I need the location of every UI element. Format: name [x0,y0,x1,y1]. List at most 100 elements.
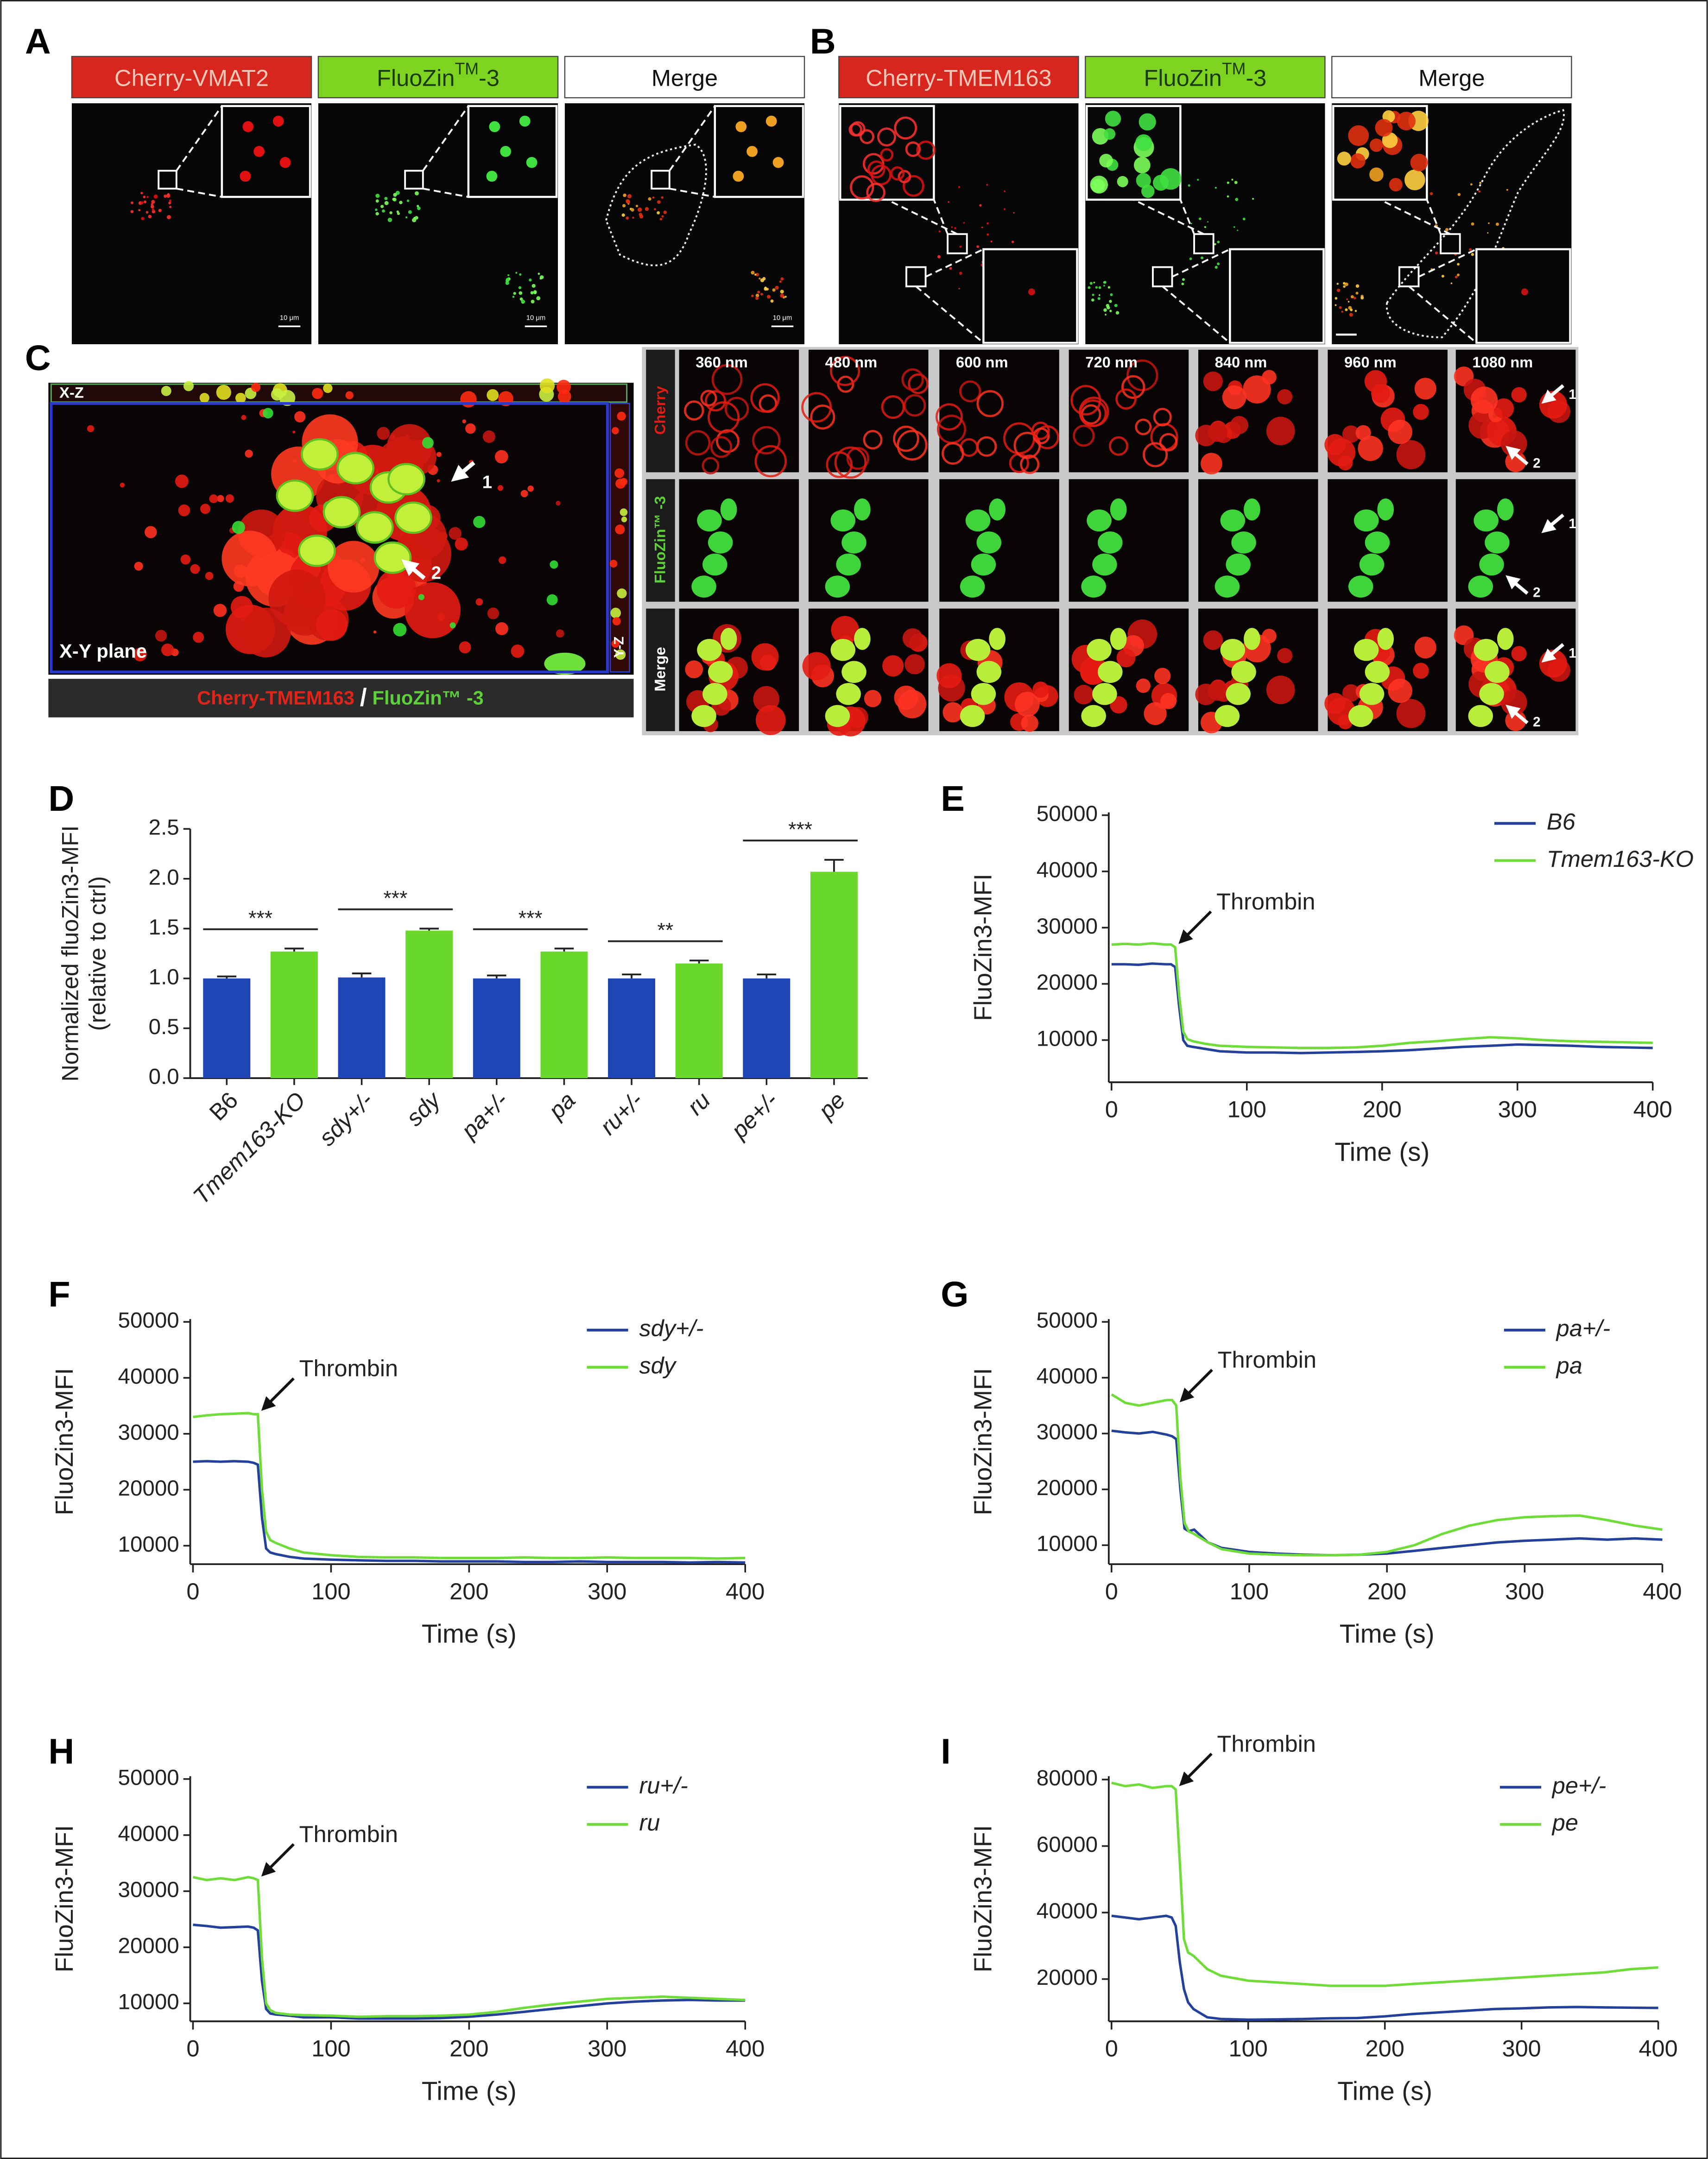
micro-blob [462,419,467,423]
micro-blob [622,204,626,208]
micro-blob [1413,404,1429,420]
caption-red: Cherry-TMEM163 [197,687,354,709]
x-tick-label: 400 [1633,1096,1672,1123]
micro-blob [1215,575,1240,598]
y-tick-label: 10000 [118,1990,179,2014]
micro-blob [780,277,784,281]
micro-blob [754,273,757,276]
y-tick-label: 10000 [1037,1532,1098,1556]
micro-blob [1208,422,1228,442]
micro-blob [854,498,871,521]
micro-blob [389,211,392,215]
micro-blob [550,560,558,569]
micro-blob [1133,157,1151,174]
micro-blob [1087,638,1112,661]
micro-blob [691,705,716,727]
yz-label: Y-Z [612,637,627,658]
micro-blob [487,389,499,401]
y-tick-label: 0.5 [149,1015,179,1039]
micro-blob [417,205,419,208]
micro-blob [394,501,432,534]
header-sup: TM [1222,60,1246,78]
micro-blob [134,562,143,571]
channel-header [317,56,559,99]
scale-bar-label: 10 μm [526,314,546,322]
micro-blob [902,175,924,197]
zoom-guide [1162,285,1231,344]
micro-blob [515,271,518,274]
micro-blob [1107,306,1110,309]
micro-blob [1160,693,1177,709]
micro-blob [830,638,855,661]
header-sup: TM [455,60,478,78]
micro-blob [751,271,755,275]
annotation-arrow [1178,910,1212,944]
micro-blob [898,170,911,183]
micro-blob [1521,288,1528,296]
micro-blob [1371,384,1390,403]
x-tick-label: 200 [1363,1096,1402,1123]
micro-blob [1028,288,1035,296]
micro-blob [1136,173,1151,188]
micro-blob [1396,699,1426,728]
micro-blob [519,273,522,276]
bar [743,978,791,1079]
y-axis-label: (relative to ctrl) [84,876,111,1031]
micro-blob [209,494,218,504]
micro-blob [700,390,717,407]
x-tick-label: 200 [449,1578,488,1604]
micro-blob [518,286,522,290]
micro-blob [497,485,504,491]
x-tick-label: 300 [1498,1096,1537,1123]
micro-blob [1413,663,1429,679]
micro-blob [901,368,924,391]
micro-blob [976,390,1004,417]
micro-blob [1013,212,1015,214]
legend-label: pe+/- [1551,1772,1607,1799]
micro-blob [1354,638,1379,661]
micro-blob [1404,169,1425,190]
micro-blob [1203,371,1223,391]
zoom-guide [1408,285,1477,344]
zoom-guide [423,188,469,198]
panel-letter: I [941,1732,950,1772]
micro-blob [336,452,375,485]
panel-letter: D [48,779,74,819]
y-tick-label: 40000 [1037,1364,1098,1389]
micro-blob [1388,419,1412,444]
micro-blob [1375,119,1393,137]
micro-blob [506,278,510,282]
micro-blob [1441,275,1444,278]
annotation-arrow [1179,1753,1213,1787]
micro-blob [942,442,964,465]
y-tick-label: 50000 [118,1308,179,1333]
panel-letter: G [941,1275,968,1314]
annotation: Thrombin [299,1821,398,1847]
scale-bar-label: 10 μm [280,314,299,322]
channel-header [564,56,805,99]
micro-blob [384,196,388,201]
micro-blob [150,205,154,209]
micro-blob [661,196,664,199]
panel-letter: B [810,22,836,62]
micro-blob [958,186,961,189]
micro-blob [1266,417,1295,446]
micro-blob [1493,398,1514,419]
x-tick-label: 400 [1638,2035,1677,2062]
micro-blob [1336,283,1339,285]
micro-blob [1479,553,1504,576]
micro-blob [1208,681,1228,701]
zoom-guide [1379,199,1451,235]
micro-blob [375,194,380,198]
micro-blob [1103,281,1107,284]
micro-blob [1410,153,1428,171]
micro-blob [935,403,963,431]
arrow-number: 2 [1533,714,1541,730]
micro-blob [240,170,251,182]
significance-label: *** [519,907,543,930]
micro-blob [1430,192,1433,196]
micro-blob [1135,134,1152,151]
micro-blob [612,427,619,435]
micro-blob [178,504,190,517]
